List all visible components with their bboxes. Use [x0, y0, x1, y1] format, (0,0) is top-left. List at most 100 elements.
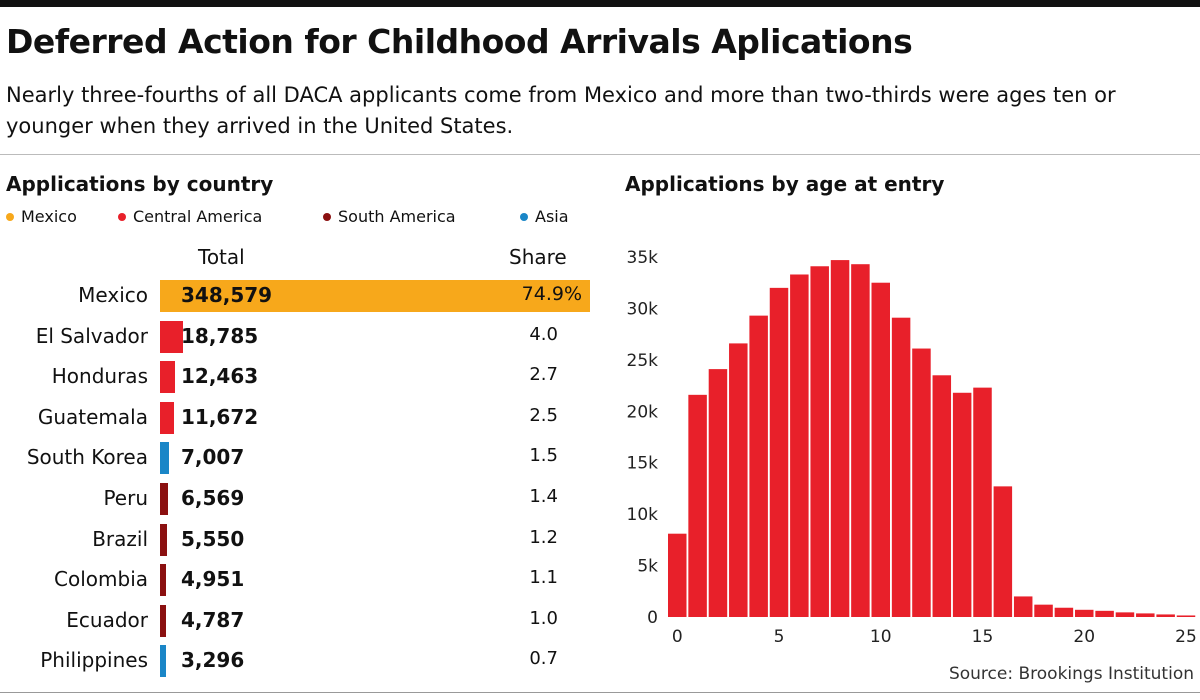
y-tick-label: 10k	[627, 505, 659, 525]
y-tick-label: 35k	[627, 248, 659, 268]
x-tick-label: 25	[1175, 627, 1197, 647]
region-legend: Mexico Central America South America Asia	[6, 207, 596, 227]
y-tick-label: 25k	[627, 351, 659, 371]
country-bar	[160, 320, 184, 353]
country-share: 4.0	[529, 323, 558, 345]
legend-label: Central America	[133, 207, 263, 226]
country-label: Philippines	[40, 648, 148, 673]
legend-item-asia: Asia	[520, 207, 569, 226]
country-total: 4,951	[181, 567, 245, 592]
legend-label: Asia	[535, 207, 569, 226]
age-bar	[668, 533, 687, 617]
legend-item-central-america: Central America	[118, 207, 262, 226]
country-label: Honduras	[51, 364, 148, 389]
chart-title: Deferred Action for Childhood Arrivals A…	[6, 22, 913, 61]
age-bar	[1013, 596, 1033, 617]
age-bar	[1156, 614, 1175, 617]
total-column-header: Total	[198, 245, 245, 269]
age-bar	[851, 264, 870, 617]
legend-swatch	[520, 212, 528, 221]
top-rule	[0, 0, 1200, 7]
country-row: El Salvador 18,785 4.0	[0, 319, 600, 355]
country-row: Peru 6,569 1.4	[0, 481, 600, 517]
y-tick-label: 5k	[637, 557, 658, 577]
country-bar	[160, 564, 167, 597]
country-label: Mexico	[78, 283, 148, 307]
header-divider	[0, 154, 1200, 155]
x-tick-label: 20	[1073, 627, 1095, 647]
country-share: 2.5	[529, 404, 558, 426]
legend-swatch	[6, 212, 14, 221]
country-total: 18,785	[181, 323, 259, 348]
y-tick-label: 15k	[627, 454, 659, 474]
y-tick-label: 0	[647, 608, 658, 628]
bottom-divider	[0, 692, 1200, 693]
age-bar	[688, 394, 707, 617]
country-bar	[160, 401, 175, 434]
age-bar	[912, 348, 931, 617]
country-share: 1.0	[529, 607, 558, 629]
country-label: Ecuador	[66, 607, 148, 632]
country-share: 1.2	[529, 526, 558, 548]
age-bar	[1054, 607, 1074, 617]
country-total: 3,296	[181, 648, 245, 673]
legend-label: Mexico	[21, 207, 77, 226]
y-tick-label: 30k	[627, 299, 659, 319]
country-label: Colombia	[54, 567, 148, 592]
country-share: 2.7	[529, 364, 558, 386]
country-bar	[160, 604, 166, 637]
legend-label: South America	[338, 207, 456, 226]
country-row: Colombia 4,951 1.1	[0, 562, 600, 598]
country-chart-title: Applications by country	[6, 172, 274, 196]
country-row: Ecuador 4,787 1.0	[0, 603, 600, 639]
age-bar	[932, 375, 952, 617]
age-histogram: 0 5k 10k 15k 20k 25k 30k 35k 0 5 10 15 20 25	[627, 248, 1197, 647]
chart-subtitle: Nearly three-fourths of all DACA applica…	[6, 83, 1116, 138]
country-bar	[160, 483, 169, 515]
age-bar	[993, 486, 1013, 617]
country-label: Guatemala	[37, 404, 148, 429]
y-tick-label: 20k	[627, 402, 659, 422]
legend-item-south-america: South America	[323, 207, 456, 226]
age-bar	[891, 317, 911, 617]
country-total: 5,550	[181, 526, 245, 551]
legend-item-mexico: Mexico	[6, 207, 77, 226]
age-bar	[1136, 613, 1155, 617]
country-share: 74.9%	[521, 283, 582, 305]
source-note: Source: Brookings Institution	[948, 664, 1194, 684]
age-bar	[810, 266, 829, 617]
age-bar	[769, 287, 789, 617]
country-row: South Korea 7,007 1.5	[0, 440, 600, 476]
age-bar	[871, 282, 890, 617]
share-column-header: Share	[509, 245, 567, 269]
country-label: Peru	[103, 486, 148, 510]
age-bar	[1095, 610, 1114, 617]
country-row: Mexico 348,579 74.9%	[0, 278, 600, 314]
age-bar	[749, 315, 768, 617]
age-bar	[1176, 615, 1196, 617]
legend-swatch	[323, 212, 331, 221]
age-chart-title: Applications by age at entry	[625, 172, 945, 196]
legend-swatch	[118, 212, 126, 221]
country-bar	[160, 361, 176, 394]
country-bar	[160, 280, 590, 312]
age-bar	[1075, 609, 1094, 617]
country-total: 11,672	[181, 404, 259, 429]
x-tick-label: 0	[672, 627, 683, 647]
country-share: 0.7	[529, 648, 558, 670]
country-bar	[160, 523, 167, 556]
x-tick-label: 10	[870, 627, 892, 647]
country-label: South Korea	[26, 445, 148, 470]
country-bar	[160, 645, 166, 678]
country-label: El Salvador	[35, 323, 148, 348]
country-share: 1.5	[529, 445, 558, 467]
country-row: Philippines 3,296 0.7	[0, 643, 600, 679]
country-row: Honduras 12,463 2.7	[0, 359, 600, 395]
age-bar	[973, 387, 992, 617]
age-bar	[708, 369, 728, 617]
age-bar	[1115, 612, 1135, 617]
country-total: 7,007	[181, 445, 245, 470]
x-tick-label: 5	[774, 627, 785, 647]
age-bar	[952, 392, 972, 617]
x-tick-label: 15	[972, 627, 994, 647]
